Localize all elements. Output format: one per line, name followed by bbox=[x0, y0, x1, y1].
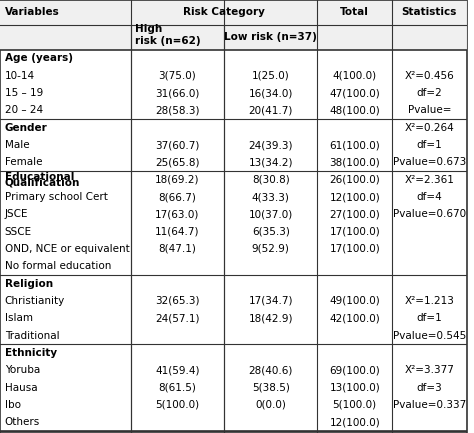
Text: 8(30.8): 8(30.8) bbox=[252, 174, 290, 185]
Text: Others: Others bbox=[5, 417, 40, 427]
Text: 4(100.0): 4(100.0) bbox=[333, 71, 377, 81]
Text: 4(33.3): 4(33.3) bbox=[252, 192, 290, 202]
Text: 8(61.5): 8(61.5) bbox=[158, 382, 196, 393]
Text: df=1: df=1 bbox=[417, 140, 442, 150]
Text: Religion: Religion bbox=[5, 278, 53, 289]
Text: 24(39.3): 24(39.3) bbox=[248, 140, 293, 150]
Text: 28(58.3): 28(58.3) bbox=[155, 105, 200, 116]
Text: Male: Male bbox=[5, 140, 29, 150]
Text: df=1: df=1 bbox=[417, 313, 442, 323]
Text: 13(100.0): 13(100.0) bbox=[329, 382, 380, 393]
Text: 42(100.0): 42(100.0) bbox=[329, 313, 380, 323]
Text: No formal education: No formal education bbox=[5, 261, 111, 271]
Bar bbox=[0, 0, 467, 50]
Text: 6(35.3): 6(35.3) bbox=[252, 226, 290, 237]
Text: OND, NCE or equivalent: OND, NCE or equivalent bbox=[5, 244, 129, 254]
Text: Risk Category: Risk Category bbox=[183, 7, 265, 17]
Text: 17(100.0): 17(100.0) bbox=[329, 226, 380, 237]
Text: 28(40.6): 28(40.6) bbox=[248, 365, 293, 375]
Text: df=3: df=3 bbox=[417, 382, 442, 393]
Text: 20(41.7): 20(41.7) bbox=[248, 105, 293, 116]
Text: 25(65.8): 25(65.8) bbox=[155, 157, 200, 168]
Text: Qualification: Qualification bbox=[5, 178, 80, 188]
Text: 48(100.0): 48(100.0) bbox=[329, 105, 380, 116]
Text: 13(34.2): 13(34.2) bbox=[248, 157, 293, 168]
Text: 47(100.0): 47(100.0) bbox=[329, 88, 380, 98]
Text: 32(65.3): 32(65.3) bbox=[155, 296, 200, 306]
Text: Pvalue=: Pvalue= bbox=[408, 105, 451, 116]
Text: X²=2.361: X²=2.361 bbox=[404, 174, 455, 185]
Text: 12(100.0): 12(100.0) bbox=[329, 417, 380, 427]
Text: 5(100.0): 5(100.0) bbox=[155, 400, 200, 410]
Text: Primary school Cert: Primary school Cert bbox=[5, 192, 108, 202]
Text: SSCE: SSCE bbox=[5, 226, 32, 237]
Text: 3(75.0): 3(75.0) bbox=[158, 71, 196, 81]
Text: 49(100.0): 49(100.0) bbox=[329, 296, 380, 306]
Text: 37(60.7): 37(60.7) bbox=[155, 140, 200, 150]
Text: 15 – 19: 15 – 19 bbox=[5, 88, 43, 98]
Text: 16(34.0): 16(34.0) bbox=[248, 88, 293, 98]
Text: JSCE: JSCE bbox=[5, 209, 28, 220]
Text: Christianity: Christianity bbox=[5, 296, 65, 306]
Text: Ethnicity: Ethnicity bbox=[5, 348, 57, 358]
Text: Yoruba: Yoruba bbox=[5, 365, 40, 375]
Text: 10-14: 10-14 bbox=[5, 71, 35, 81]
Text: df=2: df=2 bbox=[417, 88, 442, 98]
Text: 27(100.0): 27(100.0) bbox=[329, 209, 380, 220]
Text: 31(66.0): 31(66.0) bbox=[155, 88, 200, 98]
Text: Pvalue=0.673: Pvalue=0.673 bbox=[393, 157, 466, 168]
Text: Age (years): Age (years) bbox=[5, 53, 73, 64]
Text: 38(100.0): 38(100.0) bbox=[329, 157, 380, 168]
Text: 61(100.0): 61(100.0) bbox=[329, 140, 380, 150]
Text: Total: Total bbox=[340, 7, 369, 17]
Text: 24(57.1): 24(57.1) bbox=[155, 313, 200, 323]
Text: Islam: Islam bbox=[5, 313, 33, 323]
Text: Pvalue=0.337: Pvalue=0.337 bbox=[393, 400, 466, 410]
Text: 10(37.0): 10(37.0) bbox=[248, 209, 293, 220]
Text: 9(52.9): 9(52.9) bbox=[252, 244, 290, 254]
Text: Low risk (n=37): Low risk (n=37) bbox=[224, 32, 317, 42]
Text: X²=0.264: X²=0.264 bbox=[404, 123, 454, 133]
Text: X²=3.377: X²=3.377 bbox=[404, 365, 455, 375]
Text: 8(47.1): 8(47.1) bbox=[158, 244, 196, 254]
Text: Ibo: Ibo bbox=[5, 400, 21, 410]
Text: X²=0.456: X²=0.456 bbox=[404, 71, 454, 81]
Text: 69(100.0): 69(100.0) bbox=[329, 365, 380, 375]
Text: Pvalue=0.670: Pvalue=0.670 bbox=[393, 209, 466, 220]
Text: 26(100.0): 26(100.0) bbox=[329, 174, 380, 185]
Text: 18(69.2): 18(69.2) bbox=[155, 174, 200, 185]
Text: 17(100.0): 17(100.0) bbox=[329, 244, 380, 254]
Text: 17(34.7): 17(34.7) bbox=[248, 296, 293, 306]
Text: Pvalue=0.545: Pvalue=0.545 bbox=[393, 330, 466, 341]
Text: X²=1.213: X²=1.213 bbox=[404, 296, 455, 306]
Text: 11(64.7): 11(64.7) bbox=[155, 226, 200, 237]
Text: 17(63.0): 17(63.0) bbox=[155, 209, 200, 220]
Text: Variables: Variables bbox=[5, 7, 59, 17]
Text: 8(66.7): 8(66.7) bbox=[158, 192, 196, 202]
Text: High
risk (n=62): High risk (n=62) bbox=[136, 24, 201, 46]
Text: Statistics: Statistics bbox=[402, 7, 457, 17]
Text: 1(25.0): 1(25.0) bbox=[252, 71, 290, 81]
Text: 41(59.4): 41(59.4) bbox=[155, 365, 200, 375]
Text: df=4: df=4 bbox=[417, 192, 442, 202]
Text: Gender: Gender bbox=[5, 123, 47, 133]
Text: Traditional: Traditional bbox=[5, 330, 59, 341]
Text: 20 – 24: 20 – 24 bbox=[5, 105, 43, 116]
Text: Female: Female bbox=[5, 157, 42, 168]
Text: 0(0.0): 0(0.0) bbox=[255, 400, 286, 410]
Text: 5(100.0): 5(100.0) bbox=[333, 400, 377, 410]
Text: Educational: Educational bbox=[5, 171, 74, 181]
Text: 12(100.0): 12(100.0) bbox=[329, 192, 380, 202]
Text: Hausa: Hausa bbox=[5, 382, 37, 393]
Text: 18(42.9): 18(42.9) bbox=[248, 313, 293, 323]
Text: 5(38.5): 5(38.5) bbox=[252, 382, 290, 393]
